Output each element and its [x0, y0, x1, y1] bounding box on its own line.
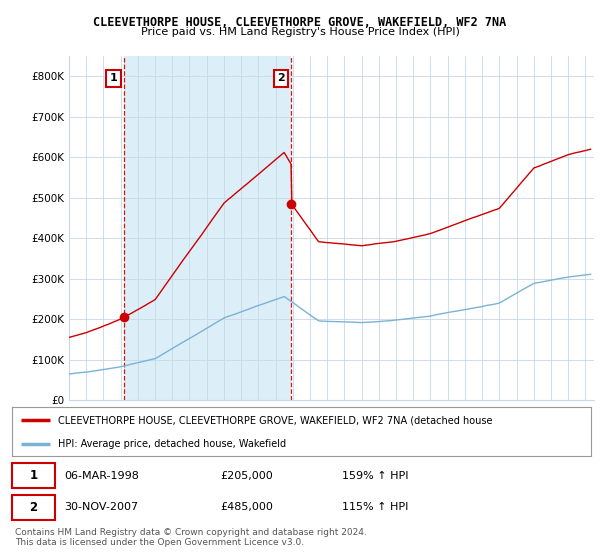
Text: 2: 2: [277, 73, 285, 83]
Text: 06-MAR-1998: 06-MAR-1998: [64, 470, 139, 480]
Text: Price paid vs. HM Land Registry's House Price Index (HPI): Price paid vs. HM Land Registry's House …: [140, 27, 460, 37]
Text: 1: 1: [29, 469, 37, 482]
Text: Contains HM Land Registry data © Crown copyright and database right 2024.
This d: Contains HM Land Registry data © Crown c…: [15, 528, 367, 547]
Text: CLEEVETHORPE HOUSE, CLEEVETHORPE GROVE, WAKEFIELD, WF2 7NA (detached house: CLEEVETHORPE HOUSE, CLEEVETHORPE GROVE, …: [58, 416, 493, 426]
Text: 159% ↑ HPI: 159% ↑ HPI: [342, 470, 409, 480]
Text: 2: 2: [29, 501, 37, 514]
Text: 1: 1: [110, 73, 117, 83]
Text: 115% ↑ HPI: 115% ↑ HPI: [342, 502, 409, 512]
Text: HPI: Average price, detached house, Wakefield: HPI: Average price, detached house, Wake…: [58, 439, 286, 449]
Text: £485,000: £485,000: [220, 502, 274, 512]
Text: £205,000: £205,000: [220, 470, 273, 480]
FancyBboxPatch shape: [12, 463, 55, 488]
Text: 30-NOV-2007: 30-NOV-2007: [64, 502, 138, 512]
FancyBboxPatch shape: [12, 494, 55, 520]
Bar: [124, 56, 292, 400]
Text: CLEEVETHORPE HOUSE, CLEEVETHORPE GROVE, WAKEFIELD, WF2 7NA: CLEEVETHORPE HOUSE, CLEEVETHORPE GROVE, …: [94, 16, 506, 29]
